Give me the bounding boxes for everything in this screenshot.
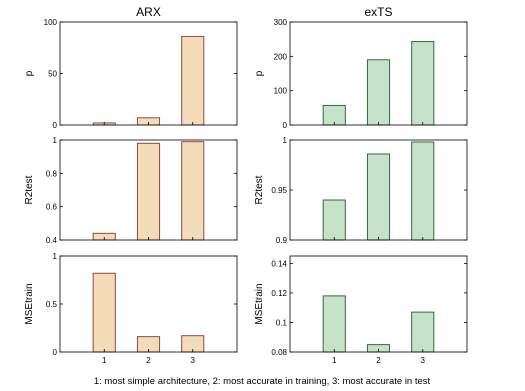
y-tick-label: 100 xyxy=(274,87,288,96)
x-tick-label: 2 xyxy=(146,356,151,365)
bar-3 xyxy=(411,141,435,241)
y-tick-label: 1 xyxy=(283,136,288,145)
y-axis-label: p xyxy=(24,70,35,76)
x-tick-label: 1 xyxy=(332,356,337,365)
y-tick-label: 0.4 xyxy=(46,236,58,245)
y-axis-label: R2test xyxy=(254,175,265,204)
y-tick-label: 0 xyxy=(283,121,288,130)
y-tick-label: 0.95 xyxy=(271,186,287,195)
y-tick-label: 0 xyxy=(53,348,58,357)
axes-box xyxy=(289,255,468,353)
subplot-exts-msetrain: 0.08 0.1 0.12 0.14 1 2 3 MSEtrain xyxy=(254,255,468,365)
y-tick-label: 0.5 xyxy=(46,300,58,309)
y-tick-label: 0 xyxy=(53,121,58,130)
bar-3 xyxy=(181,141,205,241)
y-tick-label: 0.14 xyxy=(271,259,287,268)
column-title: ARX xyxy=(136,5,161,19)
y-tick-label: 0.9 xyxy=(276,236,288,245)
x-tick-label: 3 xyxy=(191,356,196,365)
y-axis-label: MSEtrain xyxy=(24,283,35,324)
bar-2 xyxy=(366,59,391,126)
bar-2 xyxy=(366,153,391,241)
x-tick-label: 1 xyxy=(102,356,107,365)
bar-1 xyxy=(322,295,346,353)
y-tick-label: 100 xyxy=(44,18,58,27)
y-tick-label: 0.12 xyxy=(271,289,287,298)
y-tick-label: 0.08 xyxy=(271,348,287,357)
y-axis-label: MSEtrain xyxy=(254,283,265,324)
bar-3 xyxy=(411,41,435,126)
y-axis-label: R2test xyxy=(24,175,35,204)
bar-1 xyxy=(322,199,346,241)
y-tick-label: 300 xyxy=(274,18,288,27)
y-axis-label: p xyxy=(254,70,265,76)
bar-3 xyxy=(411,311,435,353)
subplot-exts-p: exTS 0 100 200 300 p xyxy=(254,5,468,130)
column-title: exTS xyxy=(364,5,392,19)
subplot-arx-msetrain: 0 0.5 1 1 2 3 MSEtrain xyxy=(24,252,238,365)
y-tick-label: 50 xyxy=(48,70,57,79)
y-tick-label: 1 xyxy=(53,136,58,145)
y-tick-label: 0.8 xyxy=(46,169,58,178)
bar-3 xyxy=(181,35,205,126)
x-tick-label: 3 xyxy=(421,356,426,365)
bar-2 xyxy=(136,142,161,241)
y-tick-label: 0.6 xyxy=(46,203,58,212)
figure-caption: 1: most simple architecture, 2: most acc… xyxy=(94,376,431,387)
y-tick-label: 0.1 xyxy=(276,318,288,327)
axes-box xyxy=(59,21,238,126)
x-tick-label: 2 xyxy=(376,356,381,365)
y-tick-label: 1 xyxy=(53,252,58,261)
subplot-exts-r2test: 0.9 0.95 1 R2test xyxy=(254,136,468,245)
subplot-arx-r2test: 0.4 0.6 0.8 1 R2test xyxy=(24,136,238,245)
y-tick-label: 200 xyxy=(274,52,288,61)
subplot-arx-p: ARX 0 50 100 p xyxy=(24,5,238,130)
bar-1 xyxy=(92,272,116,353)
